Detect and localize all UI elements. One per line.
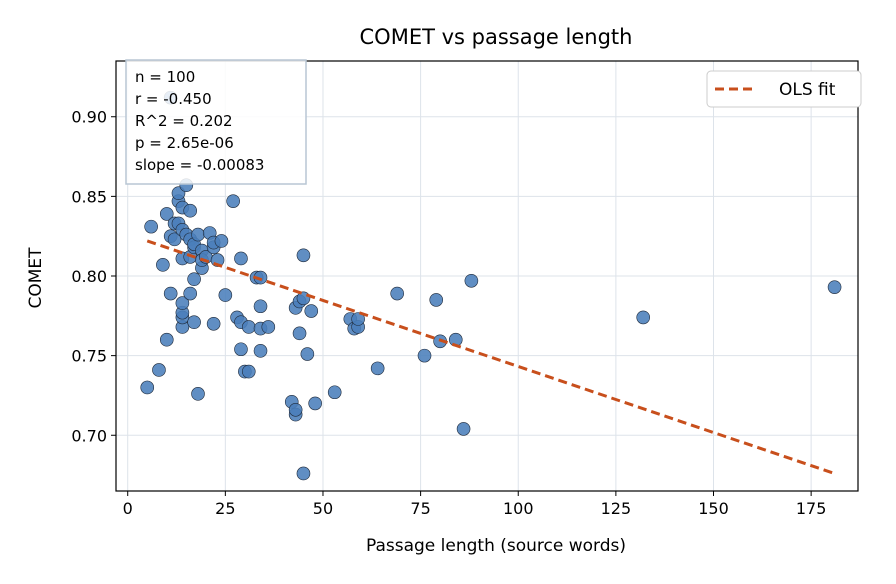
data-point — [226, 194, 240, 208]
y-tick-label: 0.70 — [71, 426, 107, 445]
x-tick-label: 125 — [601, 499, 632, 518]
data-point — [327, 385, 342, 400]
data-point — [464, 273, 479, 288]
data-point — [191, 227, 205, 242]
legend-frame — [706, 70, 862, 108]
data-point — [183, 286, 197, 301]
stat-r: r = -0.450 — [135, 90, 212, 108]
data-point — [370, 361, 385, 376]
data-point — [214, 234, 229, 248]
data-point — [159, 207, 174, 221]
data-point — [167, 232, 182, 247]
data-point — [241, 364, 256, 379]
data-point — [234, 251, 248, 266]
data-point — [187, 272, 201, 286]
stat-r-squared: R^2 = 0.202 — [135, 112, 233, 130]
data-point — [187, 315, 201, 329]
data-point — [206, 316, 221, 331]
stat-n: n = 100 — [135, 68, 195, 86]
legend-fit-label: OLS fit — [779, 80, 836, 100]
data-point — [191, 387, 205, 401]
stats-box-frame — [125, 59, 307, 185]
fit-line-group — [146, 239, 836, 475]
y-tick-label: 0.80 — [71, 267, 107, 286]
data-point — [218, 288, 233, 302]
y-tick-label: 0.85 — [71, 187, 107, 206]
stats-box: n = 100 r = -0.450 R^2 = 0.202 p = 2.65e… — [125, 59, 307, 185]
x-tick-label: 150 — [698, 499, 729, 518]
data-point — [390, 286, 404, 301]
ols-fit-line — [146, 239, 836, 475]
data-point — [827, 280, 842, 294]
y-axis-label: COMET — [26, 247, 46, 309]
y-ticks: 0.70 0.75 0.80 0.85 0.90 — [71, 108, 116, 445]
data-point — [429, 293, 444, 307]
data-point — [152, 363, 166, 377]
data-point — [636, 310, 651, 325]
data-point — [296, 466, 311, 481]
y-tick-label: 0.75 — [71, 347, 107, 366]
x-axis-label: Passage length (source words) — [366, 536, 626, 556]
data-point — [261, 320, 276, 334]
data-point — [156, 258, 170, 272]
data-point — [288, 402, 303, 417]
data-point — [163, 286, 178, 301]
stat-slope: slope = -0.00083 — [135, 156, 264, 174]
data-point — [234, 342, 248, 357]
chart-title: COMET vs passage length — [360, 25, 633, 49]
x-tick-label: 25 — [215, 499, 235, 518]
data-point — [159, 332, 174, 347]
stat-p: p = 2.65e-06 — [135, 134, 234, 152]
x-tick-label: 100 — [503, 499, 534, 518]
x-tick-label: 75 — [410, 499, 430, 518]
data-point — [308, 396, 322, 411]
data-point — [241, 320, 256, 334]
data-point — [300, 347, 315, 361]
data-point — [292, 326, 307, 341]
data-point — [253, 344, 268, 358]
data-point — [351, 312, 365, 326]
x-tick-label: 175 — [796, 499, 827, 518]
data-point — [253, 299, 268, 314]
x-ticks: 0 25 50 75 100 125 150 175 — [123, 491, 827, 518]
x-tick-label: 0 — [123, 499, 133, 518]
y-tick-label: 0.90 — [71, 108, 107, 127]
data-point — [296, 248, 311, 263]
data-point — [140, 380, 155, 395]
x-tick-label: 50 — [313, 499, 333, 518]
data-point — [175, 296, 190, 310]
data-point — [417, 348, 432, 363]
data-point — [144, 219, 158, 234]
legend: OLS fit — [706, 70, 862, 108]
data-point — [183, 203, 197, 218]
data-point — [456, 422, 471, 436]
data-point — [304, 304, 319, 318]
